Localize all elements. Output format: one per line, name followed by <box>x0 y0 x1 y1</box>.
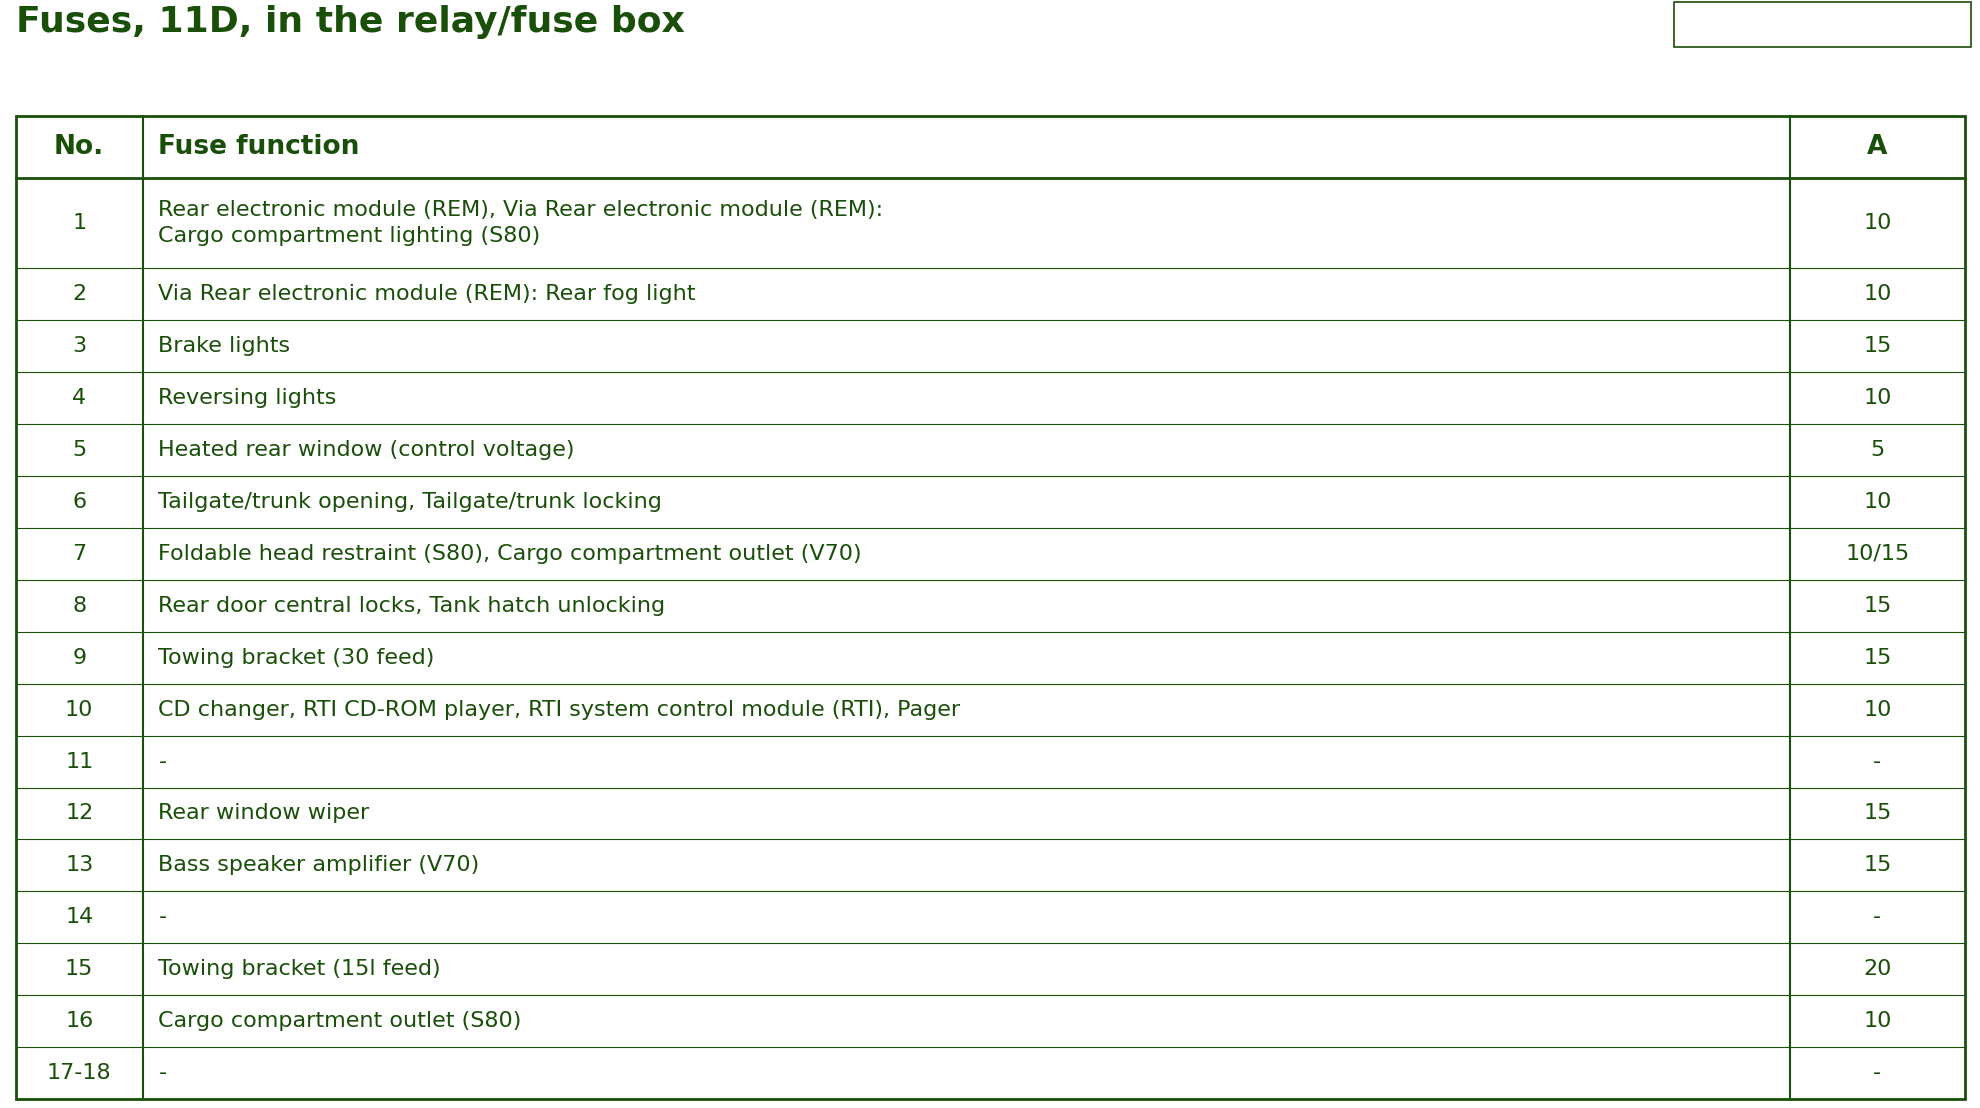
Text: 17-18: 17-18 <box>48 1064 111 1084</box>
Text: Tailgate/trunk opening, Tailgate/trunk locking: Tailgate/trunk opening, Tailgate/trunk l… <box>158 492 661 512</box>
Text: 15: 15 <box>1863 648 1891 668</box>
Text: 10/15: 10/15 <box>1845 544 1909 564</box>
Text: 1: 1 <box>71 213 87 233</box>
Text: CD changer, RTI CD-ROM player, RTI system control module (RTI), Pager: CD changer, RTI CD-ROM player, RTI syste… <box>158 699 960 719</box>
Text: 14: 14 <box>65 907 93 927</box>
Text: 8: 8 <box>71 596 87 616</box>
Text: Foldable head restraint (S80), Cargo compartment outlet (V70): Foldable head restraint (S80), Cargo com… <box>158 544 861 564</box>
Text: 10: 10 <box>1863 284 1891 304</box>
Text: -: - <box>158 1064 166 1084</box>
Text: 15: 15 <box>1863 803 1891 823</box>
Text: Bass speaker amplifier (V70): Bass speaker amplifier (V70) <box>158 855 479 875</box>
Text: 3: 3 <box>71 336 87 356</box>
Text: 16: 16 <box>65 1012 93 1032</box>
Bar <box>1673 2 1970 47</box>
Text: -: - <box>1873 751 1881 771</box>
Text: Rear window wiper: Rear window wiper <box>158 803 370 823</box>
Text: -: - <box>1873 907 1881 927</box>
Text: 9: 9 <box>71 648 87 668</box>
Text: 15: 15 <box>1863 855 1891 875</box>
Text: Fuses, 11D, in the relay/fuse box: Fuses, 11D, in the relay/fuse box <box>16 4 685 39</box>
Text: Towing bracket (15l feed): Towing bracket (15l feed) <box>158 960 442 979</box>
Text: Towing bracket (30 feed): Towing bracket (30 feed) <box>158 648 434 668</box>
Text: 15: 15 <box>65 960 93 979</box>
Text: -: - <box>158 907 166 927</box>
Text: 11: 11 <box>65 751 93 771</box>
Text: 6: 6 <box>71 492 87 512</box>
Text: -: - <box>1873 1064 1881 1084</box>
Text: 4: 4 <box>71 388 87 408</box>
Text: 10: 10 <box>1863 1012 1891 1032</box>
Text: 5: 5 <box>1869 440 1883 460</box>
Text: Reversing lights: Reversing lights <box>158 388 337 408</box>
Text: A: A <box>1867 134 1887 161</box>
Text: Heated rear window (control voltage): Heated rear window (control voltage) <box>158 440 574 460</box>
Text: 10: 10 <box>1863 213 1891 233</box>
Text: 20: 20 <box>1863 960 1891 979</box>
Text: 13: 13 <box>65 855 93 875</box>
Text: Rear door central locks, Tank hatch unlocking: Rear door central locks, Tank hatch unlo… <box>158 596 665 616</box>
Text: 10: 10 <box>1863 699 1891 719</box>
Text: No.: No. <box>53 134 105 161</box>
Text: 10: 10 <box>1863 492 1891 512</box>
Text: Brake lights: Brake lights <box>158 336 291 356</box>
Text: 12: 12 <box>65 803 93 823</box>
Text: -: - <box>158 751 166 771</box>
Text: 2: 2 <box>71 284 87 304</box>
Text: Fuse function: Fuse function <box>158 134 360 161</box>
Text: 10: 10 <box>1863 388 1891 408</box>
Bar <box>16 116 1964 1099</box>
Text: 10: 10 <box>65 699 93 719</box>
Text: 15: 15 <box>1863 596 1891 616</box>
Text: Cargo compartment outlet (S80): Cargo compartment outlet (S80) <box>158 1012 521 1032</box>
Text: Rear electronic module (REM), Via Rear electronic module (REM):
Cargo compartmen: Rear electronic module (REM), Via Rear e… <box>158 201 883 246</box>
Text: 15: 15 <box>1863 336 1891 356</box>
Text: 7: 7 <box>71 544 87 564</box>
Text: Via Rear electronic module (REM): Rear fog light: Via Rear electronic module (REM): Rear f… <box>158 284 695 304</box>
Text: 5: 5 <box>71 440 87 460</box>
